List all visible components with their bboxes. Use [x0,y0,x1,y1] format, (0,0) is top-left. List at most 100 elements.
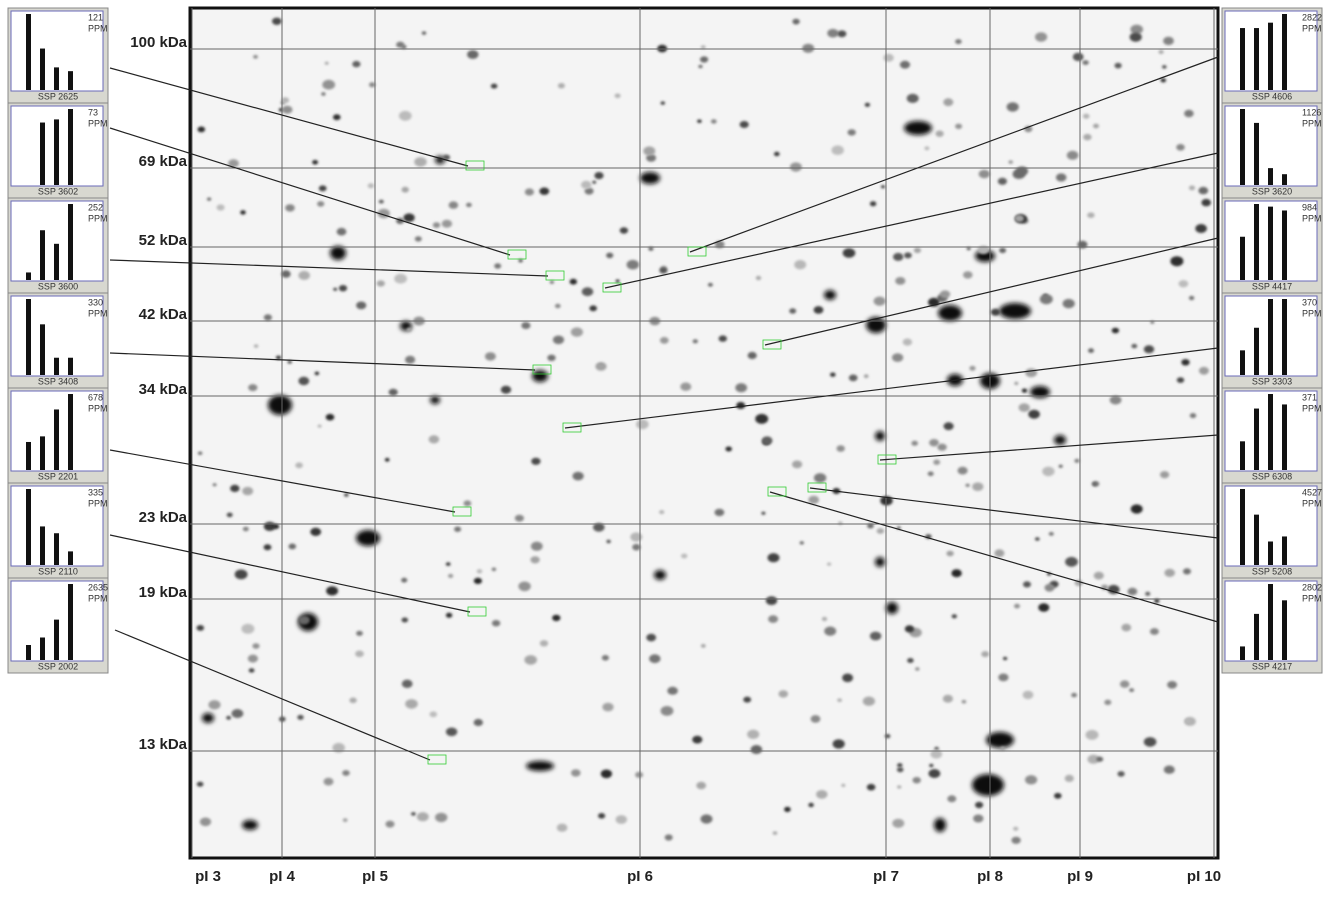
spot [1035,32,1047,41]
spot [550,281,554,284]
spot [377,280,385,286]
ppm-unit: PPM [88,308,108,318]
ppm-unit: PPM [1302,118,1322,128]
bar [40,638,45,660]
ssp-label: SSP 4217 [1252,661,1292,671]
spot [317,201,324,207]
spot [743,697,751,703]
bar [40,324,45,375]
ppm-value: 984 [1302,202,1317,212]
spot [1120,680,1130,687]
spot [404,213,415,222]
spot [442,220,452,228]
spot [938,305,962,321]
spot [692,736,702,744]
spot [1067,151,1079,160]
spot [661,706,674,716]
spot [802,44,814,53]
ppm-value: 2635 [88,582,108,592]
spot [1071,693,1077,697]
spot [430,711,438,717]
mw-label: 23 kDa [139,509,188,526]
spot [467,50,478,59]
spot [837,698,842,702]
spot [849,375,858,382]
spot [540,640,548,646]
spot [515,515,524,522]
spot [952,614,957,618]
spot [827,563,831,566]
spot [962,700,967,703]
spot [298,377,309,385]
spot [814,473,826,483]
spot [1144,345,1154,353]
spot [242,820,258,830]
ppm-value: 1126 [1302,107,1321,117]
spot [491,84,498,89]
spot [602,655,609,661]
spot [240,210,246,214]
spot [700,56,708,62]
spot [640,172,660,184]
spot [929,439,939,446]
bar [1254,123,1259,185]
spot [1163,37,1174,45]
spot [322,80,335,90]
spot [494,263,501,268]
bar [1254,328,1259,375]
spot [958,467,968,475]
spot [972,482,983,491]
spot [756,276,761,280]
spot [571,327,583,336]
spot [355,651,364,658]
spot [999,248,1006,253]
spot [601,770,612,779]
spot [352,61,360,67]
spot [582,287,593,296]
spot [747,730,759,739]
spot [553,336,564,345]
spot [264,314,272,320]
ppm-value: 330 [88,297,103,307]
spot [1164,569,1175,577]
spot [875,557,885,567]
mw-label: 13 kDa [139,736,188,753]
ssp-label: SSP 3303 [1252,376,1292,386]
spot [318,425,322,428]
spot [526,761,554,771]
bar [68,204,73,280]
spot [1073,53,1084,61]
spot [530,556,539,563]
spot [1065,775,1074,782]
spot [343,818,348,822]
spot [1065,557,1078,567]
spot [573,472,584,481]
ppm-value: 371 [1302,392,1317,402]
spot [570,279,577,285]
spot [811,715,821,723]
spot [867,784,876,791]
bar [1254,28,1259,90]
spot [632,544,640,551]
ssp-label: SSP 3620 [1252,186,1292,196]
spot [326,586,338,595]
spot [356,302,366,310]
spot [1131,344,1137,348]
mw-label: 100 kDa [130,34,187,51]
spot [1128,588,1138,596]
spot [379,200,384,204]
spot [951,569,961,577]
bar [1282,174,1287,185]
bar [26,299,31,375]
spot [242,487,253,495]
bar [1240,237,1245,280]
ssp-label: SSP 6308 [1252,471,1292,481]
spot [1000,747,1005,751]
spot [999,303,1031,319]
bar [1268,168,1273,185]
spot [646,634,656,642]
spot [312,160,318,165]
spot [875,431,885,441]
bar [1268,584,1273,660]
ppm-value: 678 [88,392,103,402]
